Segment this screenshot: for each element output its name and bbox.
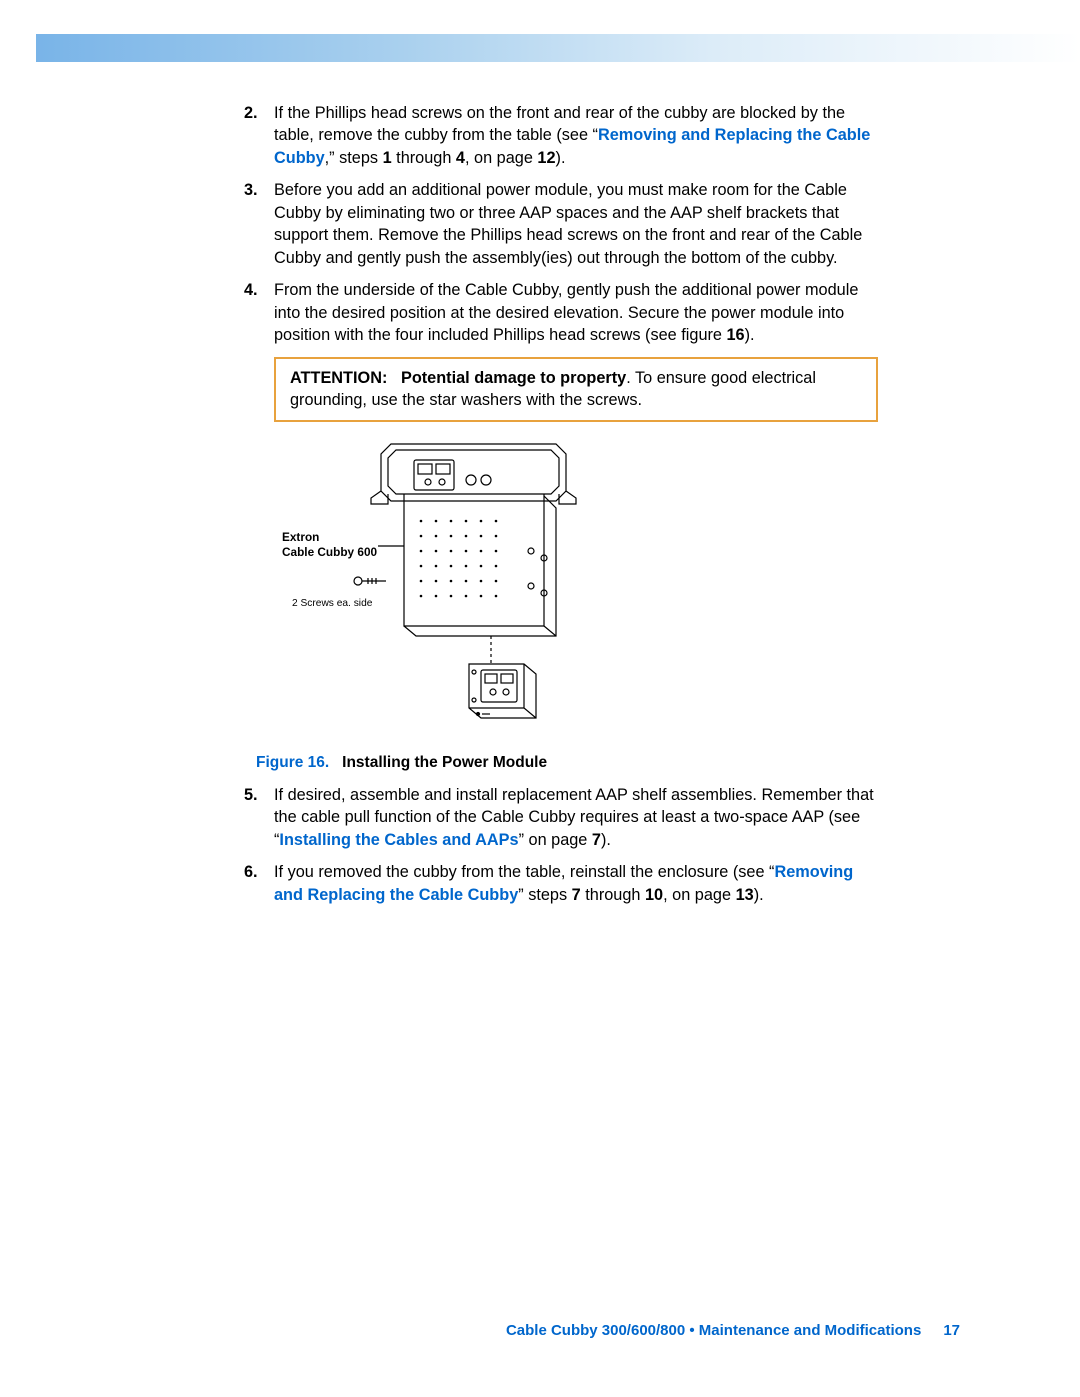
bold: 16 [727, 326, 745, 344]
text: ). [754, 886, 764, 904]
figure-title: Installing the Power Module [342, 754, 547, 771]
diagram-svg [256, 436, 596, 746]
step-4: 4. From the underside of the Cable Cubby… [244, 279, 878, 346]
figure-caption: Figure 16. Installing the Power Module [256, 754, 878, 772]
text: , on page [465, 149, 537, 167]
step-2: 2. If the Phillips head screws on the fr… [244, 102, 878, 169]
step-6: 6. If you removed the cubby from the tab… [244, 861, 878, 906]
figure-label-screws: 2 Screws ea. side [292, 598, 372, 609]
text: ” steps [518, 886, 571, 904]
step-body: From the underside of the Cable Cubby, g… [274, 279, 878, 346]
text: Extron [282, 530, 319, 544]
text: ). [601, 831, 611, 849]
bold: 12 [537, 149, 555, 167]
text: through [581, 886, 645, 904]
bold: 10 [645, 886, 663, 904]
attention-label: ATTENTION: [290, 369, 387, 387]
text: through [392, 149, 456, 167]
text: ,” steps [325, 149, 383, 167]
text: ” on page [519, 831, 592, 849]
page-content: 2. If the Phillips head screws on the fr… [244, 102, 878, 916]
step-body: If the Phillips head screws on the front… [274, 102, 878, 169]
bold: 7 [572, 886, 581, 904]
page-number: 17 [943, 1322, 960, 1339]
attention-bold: Potential damage to property [401, 369, 626, 387]
step-body: If you removed the cubby from the table,… [274, 861, 878, 906]
text: ). [745, 326, 755, 344]
step-5: 5. If desired, assemble and install repl… [244, 784, 878, 851]
bold: 13 [736, 886, 754, 904]
link-installing-cables[interactable]: Installing the Cables and AAPs [279, 831, 518, 849]
figure-16: Extron Cable Cubby 600 2 Screws ea. side [256, 436, 596, 746]
text: , on page [663, 886, 735, 904]
footer-text: Cable Cubby 300/600/800 • Maintenance an… [506, 1322, 921, 1339]
page-footer: Cable Cubby 300/600/800 • Maintenance an… [506, 1322, 960, 1339]
text: Cable Cubby 600 [282, 545, 377, 559]
attention-box: ATTENTION: Potential damage to property.… [274, 357, 878, 422]
bold: 1 [383, 149, 392, 167]
step-number: 2. [244, 102, 274, 169]
step-number: 3. [244, 179, 274, 269]
bold: 4 [456, 149, 465, 167]
text: If you removed the cubby from the table,… [274, 863, 774, 881]
step-number: 4. [244, 279, 274, 346]
bold: 7 [592, 831, 601, 849]
step-body: Before you add an additional power modul… [274, 179, 878, 269]
step-3: 3. Before you add an additional power mo… [244, 179, 878, 269]
figure-label-product: Extron Cable Cubby 600 [282, 530, 377, 559]
text: ). [556, 149, 566, 167]
step-number: 5. [244, 784, 274, 851]
step-body: If desired, assemble and install replace… [274, 784, 878, 851]
step-number: 6. [244, 861, 274, 906]
figure-number: Figure 16. [256, 754, 329, 771]
header-gradient [36, 34, 1080, 62]
text: From the underside of the Cable Cubby, g… [274, 281, 858, 344]
